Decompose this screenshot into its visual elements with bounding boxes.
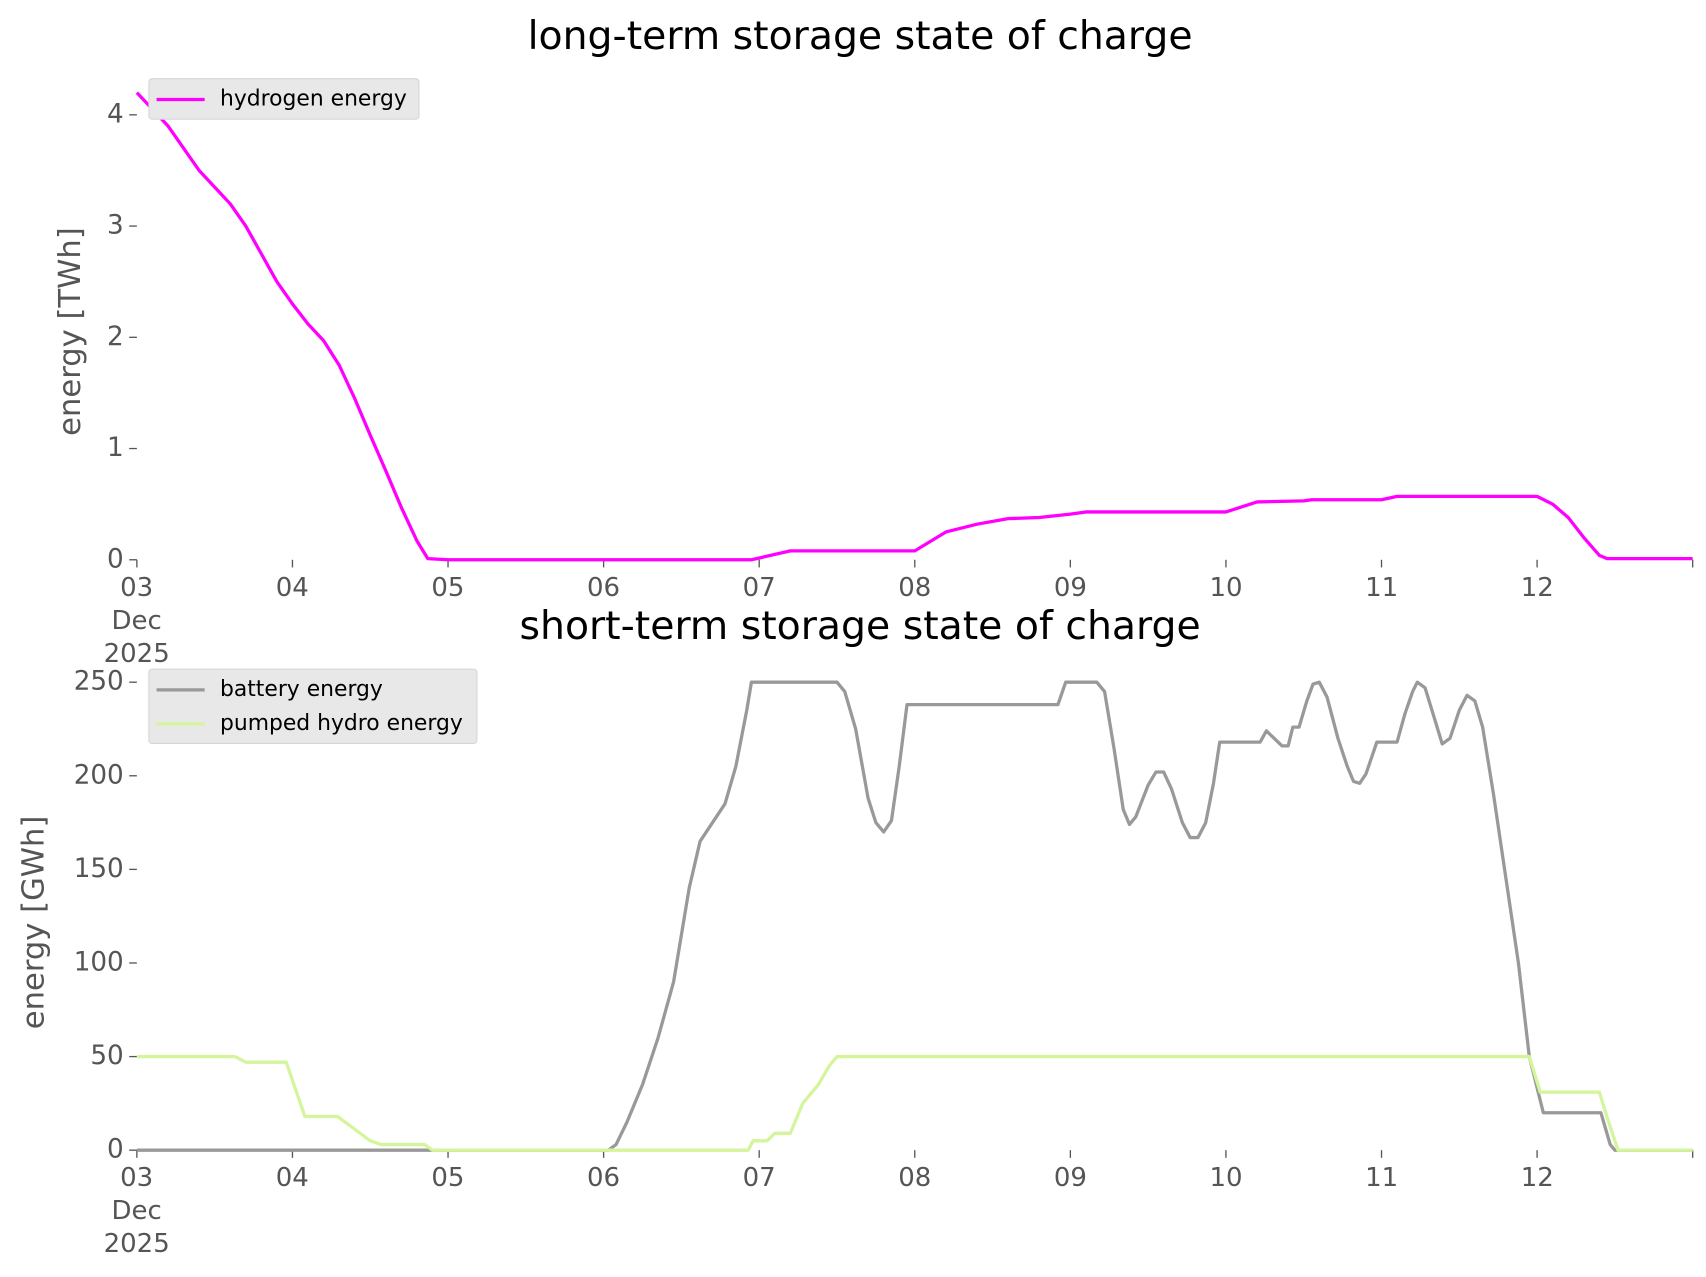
y-tick-label: 50: [90, 1041, 123, 1071]
chart-title: short-term storage state of charge: [520, 603, 1201, 649]
x-tick-label: 04: [275, 1163, 309, 1194]
x-tick-label: 06: [587, 1163, 621, 1194]
legend-label: battery energy: [220, 677, 383, 702]
x-tick-label: 03 Dec 2025: [103, 1163, 170, 1260]
y-tick-label: 0: [107, 1135, 124, 1165]
x-tick-label: 05: [431, 572, 465, 603]
x-tick-label: 05: [431, 1163, 465, 1194]
x-tick-label: 10: [1209, 1163, 1243, 1194]
x-tick-label: 12: [1520, 1163, 1554, 1194]
y-axis-label: energy [GWh]: [17, 816, 52, 1030]
x-tick-label: 12: [1520, 572, 1554, 603]
series-line: [135, 91, 1693, 562]
y-tick-label: 2: [107, 322, 124, 352]
y-tick-label: 200: [74, 760, 124, 790]
legend-label: hydrogen energy: [220, 86, 407, 111]
series-line: [136, 680, 1693, 1152]
y-tick-label: 0: [107, 544, 124, 574]
y-tick-label: 4: [107, 99, 124, 129]
x-tick-label: 10: [1209, 572, 1243, 603]
y-axis-label: energy [TWh]: [53, 227, 88, 436]
x-tick-label: 11: [1365, 572, 1399, 603]
x-tick-label: 03 Dec 2025: [103, 572, 170, 669]
chart-title: long-term storage state of charge: [528, 13, 1193, 59]
x-tick-label: 08: [898, 1163, 932, 1194]
x-tick-label: 07: [742, 572, 776, 603]
y-tick-label: 100: [74, 947, 124, 977]
legend-box: [148, 78, 420, 120]
series-line: [136, 1054, 1693, 1152]
legend-label: pumped hydro energy: [220, 711, 463, 736]
y-tick-label: 150: [74, 854, 124, 884]
y-tick-label: 250: [74, 667, 124, 697]
legend-box: [148, 668, 478, 745]
y-tick-label: 1: [107, 433, 124, 463]
x-tick-label: 06: [587, 572, 621, 603]
x-tick-label: 08: [898, 572, 932, 603]
x-tick-label: 07: [742, 1163, 776, 1194]
x-tick-label: 09: [1053, 572, 1087, 603]
x-tick-label: 11: [1365, 1163, 1399, 1194]
x-tick-label: 09: [1053, 1163, 1087, 1194]
y-tick-label: 3: [107, 211, 124, 241]
x-tick-label: 04: [275, 572, 309, 603]
